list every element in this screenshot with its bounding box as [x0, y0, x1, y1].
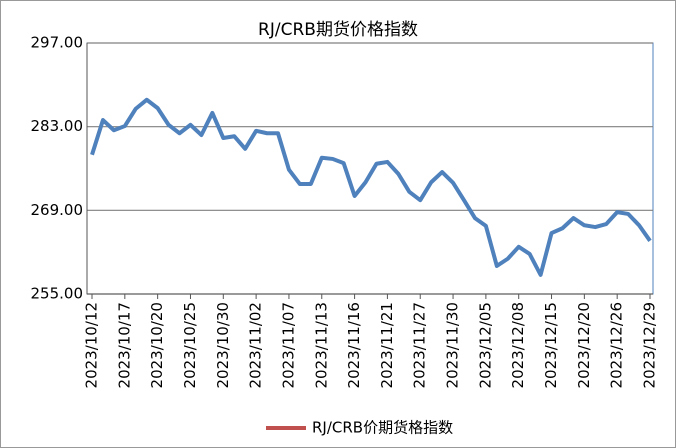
x-tick-label: 2023/11/02 [247, 302, 265, 388]
x-tick-label: 2023/12/08 [509, 302, 527, 388]
x-tick-label: 2023/10/20 [148, 302, 166, 388]
x-tick-label: 2023/12/15 [542, 302, 560, 388]
x-tick-label: 2023/11/07 [279, 302, 297, 388]
x-tick-label: 2023/11/16 [345, 302, 363, 388]
x-tick-label: 2023/12/05 [476, 302, 494, 388]
chart-title: RJ/CRB期货价格指数 [258, 20, 418, 40]
x-tick-label: 2023/10/12 [83, 302, 101, 388]
y-tick-label: 269.00 [31, 201, 84, 219]
x-tick-label: 2023/10/30 [214, 302, 232, 388]
x-tick-label: 2023/11/30 [444, 302, 462, 388]
x-tick-label: 2023/10/25 [181, 302, 199, 388]
x-tick-label: 2023/11/21 [378, 302, 396, 388]
x-tick-label: 2023/11/13 [312, 302, 330, 388]
x-tick-label: 2023/10/17 [115, 302, 133, 388]
x-tick-label: 2023/12/26 [608, 302, 626, 388]
x-tick-label: 2023/12/20 [575, 302, 593, 388]
y-tick-label: 255.00 [31, 285, 84, 303]
legend-label: RJ/CRB价期货格指数 [312, 419, 453, 437]
x-tick-label: 2023/11/27 [411, 302, 429, 388]
data-line [90, 97, 652, 277]
legend: RJ/CRB价期货格指数 [258, 414, 506, 442]
x-tick-label: 2023/12/29 [641, 302, 659, 388]
y-tick-label: 297.00 [31, 34, 84, 52]
y-tick-label: 283.00 [31, 117, 84, 135]
